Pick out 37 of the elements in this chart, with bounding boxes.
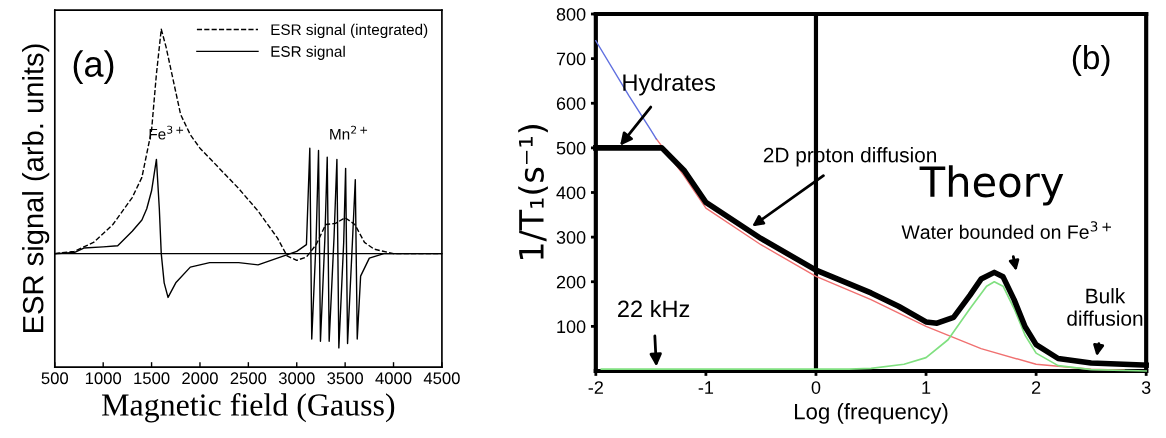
x-tick-label: 1500	[134, 372, 170, 385]
y-tick-label: 800	[556, 7, 586, 21]
annotation: (a)	[73, 50, 114, 84]
annotation: Hydrates	[623, 73, 716, 96]
x-tick-label: 3500	[327, 372, 364, 385]
y-tick-label: 400	[556, 186, 586, 200]
x-tick-label: -1	[698, 381, 714, 394]
x-tick-label: 2	[1032, 381, 1041, 394]
y-axis-title: ESR signal (arb. units)	[22, 44, 50, 333]
x-tick-label: 3000	[278, 372, 315, 385]
x-tick-label: 3	[1141, 381, 1151, 394]
y-tick-label: 600	[556, 97, 586, 110]
x-tick-label: -2	[588, 381, 603, 394]
y-tick-label: 100	[557, 320, 586, 334]
x-axis-title: Magnetic field (Gauss)	[102, 393, 395, 423]
x-tick-label: 2500	[230, 372, 267, 385]
x-tick-label: 1	[922, 381, 931, 394]
annotation: Bulk diffusion	[1067, 288, 1143, 326]
annotation: 22 kHz	[618, 299, 690, 318]
y-tick-label: 200	[556, 275, 586, 289]
y-tick-label: 300	[556, 231, 586, 244]
x-axis-title: Log (frequency)	[795, 403, 948, 424]
annotation: Mn$^{2+}$	[330, 125, 368, 140]
y-tick-label: 500	[556, 141, 586, 155]
x-tick-label: 0	[811, 381, 821, 394]
y-tick-label: 700	[556, 52, 586, 66]
legend-label: ESR signal	[271, 45, 345, 60]
annotation: (b)	[1072, 44, 1110, 76]
x-tick-label: 1000	[85, 372, 122, 385]
y-axis-title: 1/T₁(s⁻¹)	[518, 125, 548, 260]
annotation: Theory	[919, 165, 1064, 206]
legend-label: ESR signal (integrated)	[271, 23, 428, 39]
x-tick-label: 4000	[375, 372, 412, 385]
x-tick-label: 4500	[423, 372, 460, 385]
x-tick-label: 2000	[182, 372, 218, 385]
annotation: Water bounded on Fe$^{3+}$	[901, 221, 1111, 239]
x-tick-label: 500	[41, 372, 69, 385]
